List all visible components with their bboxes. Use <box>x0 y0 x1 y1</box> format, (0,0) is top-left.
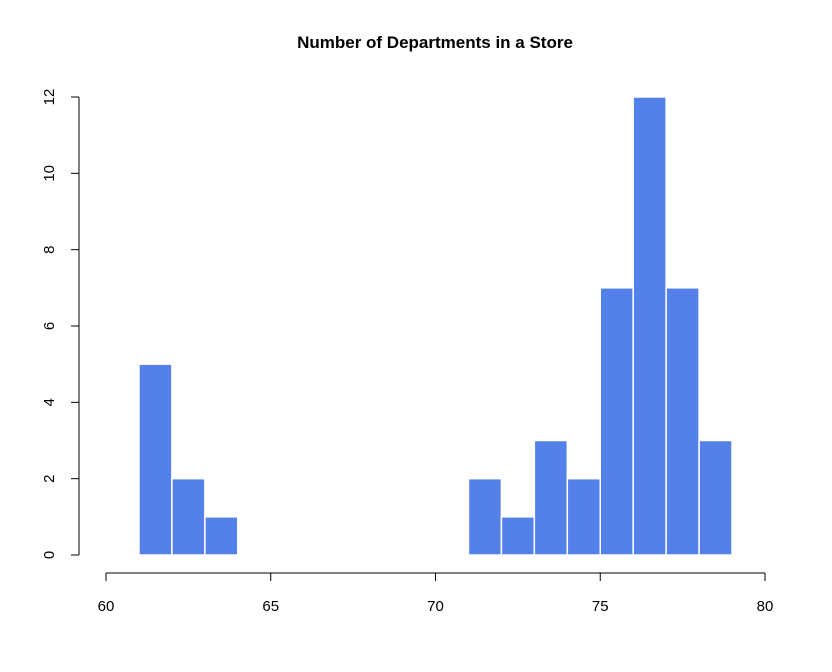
histogram-bar-5 <box>533 439 569 556</box>
x-tick-label-3: 75 <box>592 598 609 615</box>
x-tick-label-4: 80 <box>757 598 774 615</box>
histogram-bar-7 <box>599 287 634 556</box>
y-tick-label-3: 6 <box>41 322 58 330</box>
histogram-bar-3 <box>467 477 503 556</box>
histogram-bar-6 <box>566 477 601 556</box>
bars-group <box>138 96 733 556</box>
y-tick-label-5: 10 <box>41 165 58 182</box>
x-tick-label-2: 70 <box>427 598 444 615</box>
y-tick-label-6: 12 <box>41 89 58 106</box>
histogram-bar-4 <box>500 516 536 556</box>
histogram-bar-2 <box>204 516 239 556</box>
histogram-bar-1 <box>171 477 206 556</box>
y-tick-label-2: 4 <box>41 398 58 406</box>
x-tick-label-0: 60 <box>98 598 115 615</box>
y-axis: 0 2 4 6 8 10 12 <box>41 89 80 559</box>
histogram-bar-0 <box>138 363 173 556</box>
y-tick-label-1: 2 <box>41 474 58 482</box>
x-axis: 60 65 70 75 80 <box>98 572 774 615</box>
x-tick-label-1: 65 <box>262 598 279 615</box>
histogram-bar-8 <box>632 96 667 556</box>
y-tick-label-4: 8 <box>41 245 58 253</box>
histogram-bar-9 <box>665 287 700 556</box>
chart-title: Number of Departments in a Store <box>297 33 573 52</box>
y-tick-label-0: 0 <box>41 551 58 559</box>
histogram-bar-10 <box>698 439 733 556</box>
